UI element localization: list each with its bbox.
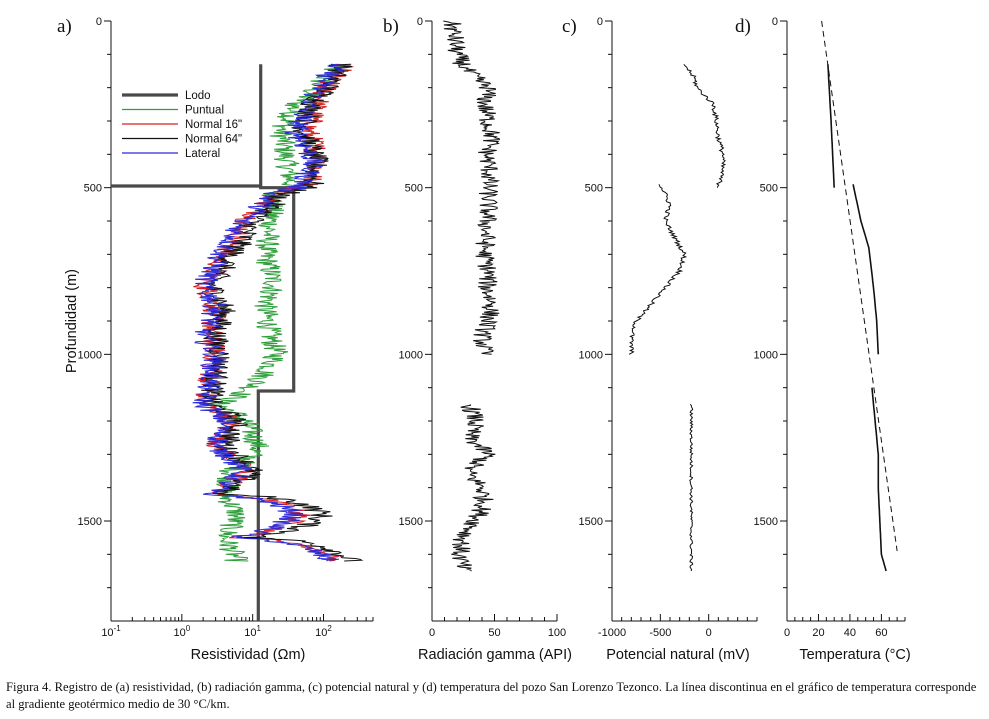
y-tick-label: 500	[84, 183, 102, 195]
x-axis-title: Temperatura (°C)	[799, 647, 910, 663]
figure-caption: Figura 4. Registro de (a) resistividad, …	[6, 680, 977, 711]
legend-label: Lodo	[185, 90, 211, 102]
legend-label: Normal 16"	[185, 119, 242, 131]
series-line-potencial-natural-inferior-	[689, 403, 694, 572]
y-tick-label: 0	[772, 16, 778, 28]
x-tick-label: 101	[244, 624, 261, 639]
x-tick-label: 100	[548, 627, 566, 639]
x-tick-label: 60	[875, 627, 887, 639]
x-axis-title: Resistividad (Ωm)	[191, 647, 306, 663]
x-tick-label: -500	[649, 627, 671, 639]
y-tick-label: 1000	[78, 349, 102, 361]
panel-3: c) 0 500 1000 1500 -1000 -500 0 Potencial natura…	[562, 16, 758, 663]
panel-label: a)	[57, 16, 72, 37]
x-axis-title: Radiación gamma (API)	[418, 647, 572, 663]
y-tick-label: 1500	[579, 516, 603, 528]
panel-2: b) 0 500 1000 1500 0 50 100 Radiación gamma (API…	[383, 16, 572, 663]
y-tick-label: 500	[585, 183, 603, 195]
y-tick-label: 1000	[579, 349, 603, 361]
x-tick-label: 0	[706, 627, 712, 639]
series-line-normal-64-	[201, 63, 364, 562]
x-tick-label: -1000	[598, 627, 626, 639]
panel-label: c)	[562, 16, 577, 37]
x-axis-title: Potencial natural (mV)	[606, 647, 749, 663]
series-line-lateral	[192, 63, 345, 562]
y-tick-label: 1500	[754, 516, 778, 528]
series-line-temperatura-medio-	[852, 184, 880, 355]
panel-4: d) 0 500 1000 1500 0 20 40 60 Temperatura (°C)	[735, 16, 911, 663]
x-tick-label: 0	[429, 627, 435, 639]
panel-label: d)	[735, 16, 751, 37]
y-tick-label: 0	[96, 16, 102, 28]
x-tick-label: 50	[488, 627, 500, 639]
y-tick-label: 1000	[754, 349, 778, 361]
legend-label: Normal 64"	[185, 134, 242, 146]
panel-1: a) 0 500 1000 1500 10-1 100 101 102 Resistividad …	[57, 16, 374, 663]
series-line-potencial-natural-medio-	[628, 184, 688, 355]
y-axis-title: Profundidad (m)	[64, 269, 80, 373]
series-line-radiaci-n-gamma-inferior-	[451, 404, 496, 572]
x-tick-label: 102	[315, 624, 332, 639]
series-line-potencial-natural-superior-	[683, 63, 727, 188]
x-tick-label: 20	[812, 627, 824, 639]
series-dashed-gradient	[821, 20, 898, 552]
x-tick-label: 0	[784, 627, 790, 639]
series-line-lodo	[111, 64, 296, 621]
series-line-puntual	[207, 63, 347, 562]
x-tick-label: 10-1	[101, 624, 121, 639]
y-tick-label: 1500	[399, 516, 423, 528]
x-tick-label: 100	[173, 624, 190, 639]
series-line-radiaci-n-gamma	[443, 20, 501, 355]
panel-label: b)	[383, 16, 399, 37]
y-tick-label: 500	[405, 183, 423, 195]
legend: Lodo Puntual Normal 16" Normal 64" Lateral	[122, 90, 242, 160]
y-tick-label: 500	[760, 183, 778, 195]
series-line-temperatura-inferior-	[871, 387, 887, 572]
x-tick-label: 40	[844, 627, 856, 639]
y-tick-label: 0	[597, 16, 603, 28]
legend-label: Puntual	[185, 105, 224, 117]
series-line-temperatura-superior-	[827, 64, 835, 188]
y-tick-label: 1500	[78, 516, 102, 528]
legend-label: Lateral	[185, 148, 220, 160]
y-tick-label: 1000	[399, 349, 423, 361]
y-tick-label: 0	[417, 16, 423, 28]
